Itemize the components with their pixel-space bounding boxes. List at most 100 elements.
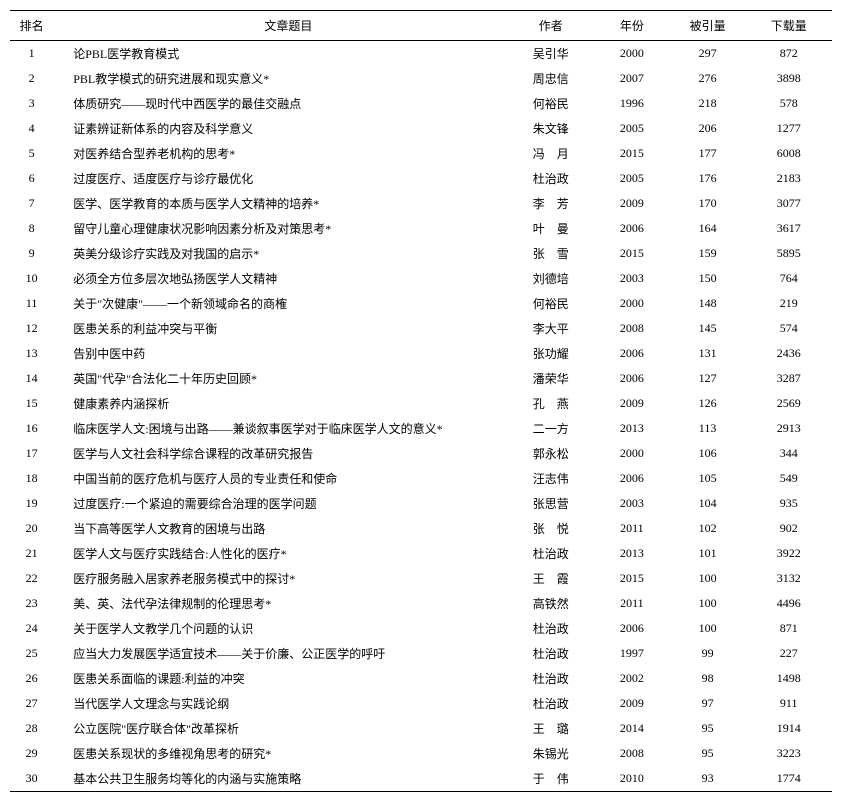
cell-cite: 150 (670, 266, 746, 291)
cell-title: 医学与人文社会科学综合课程的改革研究报告 (53, 441, 507, 466)
cell-cite: 145 (670, 316, 746, 341)
cell-year: 2003 (594, 266, 670, 291)
cell-download: 2183 (745, 166, 832, 191)
table-row: 29医患关系现状的多维视角思考的研究*朱锡光2008953223 (10, 741, 832, 766)
cell-year: 2010 (594, 766, 670, 792)
table-row: 27当代医学人文理念与实践论纲杜治政200997911 (10, 691, 832, 716)
cell-author: 潘荣华 (508, 366, 595, 391)
cell-year: 2011 (594, 591, 670, 616)
cell-rank: 4 (10, 116, 53, 141)
table-row: 17医学与人文社会科学综合课程的改革研究报告郭永松2000106344 (10, 441, 832, 466)
cell-title: 关于医学人文教学几个问题的认识 (53, 616, 507, 641)
cell-title: 证素辨证新体系的内容及科学意义 (53, 116, 507, 141)
cell-cite: 170 (670, 191, 746, 216)
cell-download: 935 (745, 491, 832, 516)
cell-cite: 99 (670, 641, 746, 666)
cell-author: 何裕民 (508, 91, 595, 116)
cell-year: 2005 (594, 166, 670, 191)
cell-cite: 148 (670, 291, 746, 316)
cell-download: 3077 (745, 191, 832, 216)
cell-year: 2009 (594, 691, 670, 716)
cell-title: 美、英、法代孕法律规制的伦理思考* (53, 591, 507, 616)
cell-year: 2000 (594, 291, 670, 316)
cell-title: 体质研究——现时代中西医学的最佳交融点 (53, 91, 507, 116)
cell-rank: 30 (10, 766, 53, 792)
cell-author: 周忠信 (508, 66, 595, 91)
cell-rank: 25 (10, 641, 53, 666)
cell-download: 4496 (745, 591, 832, 616)
cell-year: 2000 (594, 41, 670, 67)
cell-author: 杜治政 (508, 691, 595, 716)
cell-title: 过度医疗、适度医疗与诊疗最优化 (53, 166, 507, 191)
cell-title: 关于"次健康"——一个新领域命名的商榷 (53, 291, 507, 316)
cell-author: 朱文锋 (508, 116, 595, 141)
cell-rank: 7 (10, 191, 53, 216)
cell-author: 杜治政 (508, 541, 595, 566)
cell-cite: 164 (670, 216, 746, 241)
cell-rank: 13 (10, 341, 53, 366)
cell-rank: 17 (10, 441, 53, 466)
cell-download: 1774 (745, 766, 832, 792)
table-row: 11关于"次健康"——一个新领域命名的商榷何裕民2000148219 (10, 291, 832, 316)
cell-author: 杜治政 (508, 641, 595, 666)
cell-download: 578 (745, 91, 832, 116)
cell-title: 医患关系的利益冲突与平衡 (53, 316, 507, 341)
cell-cite: 276 (670, 66, 746, 91)
cell-cite: 127 (670, 366, 746, 391)
header-author: 作者 (508, 11, 595, 41)
cell-year: 2006 (594, 341, 670, 366)
cell-download: 764 (745, 266, 832, 291)
cell-year: 2006 (594, 366, 670, 391)
cell-rank: 18 (10, 466, 53, 491)
table-row: 10必须全方位多层次地弘扬医学人文精神刘德培2003150764 (10, 266, 832, 291)
cell-cite: 95 (670, 716, 746, 741)
cell-author: 李大平 (508, 316, 595, 341)
table-row: 16临床医学人文:困境与出路——兼谈叙事医学对于临床医学人文的意义*二一方201… (10, 416, 832, 441)
cell-download: 871 (745, 616, 832, 641)
cell-year: 2005 (594, 116, 670, 141)
cell-cite: 93 (670, 766, 746, 792)
cell-download: 3617 (745, 216, 832, 241)
cell-cite: 176 (670, 166, 746, 191)
cell-author: 张功耀 (508, 341, 595, 366)
cell-cite: 218 (670, 91, 746, 116)
cell-rank: 1 (10, 41, 53, 67)
cell-author: 朱锡光 (508, 741, 595, 766)
cell-year: 2014 (594, 716, 670, 741)
cell-title: 医学人文与医疗实践结合:人性化的医疗* (53, 541, 507, 566)
cell-cite: 177 (670, 141, 746, 166)
cell-year: 2011 (594, 516, 670, 541)
cell-title: 健康素养内涵探析 (53, 391, 507, 416)
table-row: 2PBL教学模式的研究进展和现实意义*周忠信20072763898 (10, 66, 832, 91)
cell-download: 3223 (745, 741, 832, 766)
cell-title: 英美分级诊疗实践及对我国的启示* (53, 241, 507, 266)
cell-cite: 98 (670, 666, 746, 691)
cell-title: 临床医学人文:困境与出路——兼谈叙事医学对于临床医学人文的意义* (53, 416, 507, 441)
table-row: 12医患关系的利益冲突与平衡李大平2008145574 (10, 316, 832, 341)
cell-rank: 24 (10, 616, 53, 641)
cell-year: 2006 (594, 216, 670, 241)
cell-cite: 101 (670, 541, 746, 566)
cell-download: 2436 (745, 341, 832, 366)
cell-author: 杜治政 (508, 666, 595, 691)
cell-download: 911 (745, 691, 832, 716)
header-title: 文章题目 (53, 11, 507, 41)
cell-author: 李 芳 (508, 191, 595, 216)
cell-download: 219 (745, 291, 832, 316)
table-row: 28公立医院"医疗联合体"改革探析王 璐2014951914 (10, 716, 832, 741)
cell-cite: 102 (670, 516, 746, 541)
cell-rank: 8 (10, 216, 53, 241)
cell-title: 医患关系现状的多维视角思考的研究* (53, 741, 507, 766)
table-row: 21医学人文与医疗实践结合:人性化的医疗*杜治政20131013922 (10, 541, 832, 566)
cell-year: 2008 (594, 316, 670, 341)
cell-rank: 3 (10, 91, 53, 116)
cell-rank: 28 (10, 716, 53, 741)
cell-author: 杜治政 (508, 166, 595, 191)
cell-year: 2008 (594, 741, 670, 766)
table-row: 19过度医疗:一个紧迫的需要综合治理的医学问题张思营2003104935 (10, 491, 832, 516)
cell-cite: 106 (670, 441, 746, 466)
table-row: 3体质研究——现时代中西医学的最佳交融点何裕民1996218578 (10, 91, 832, 116)
cell-download: 1914 (745, 716, 832, 741)
cell-year: 2015 (594, 241, 670, 266)
table-row: 20当下高等医学人文教育的困境与出路张 悦2011102902 (10, 516, 832, 541)
